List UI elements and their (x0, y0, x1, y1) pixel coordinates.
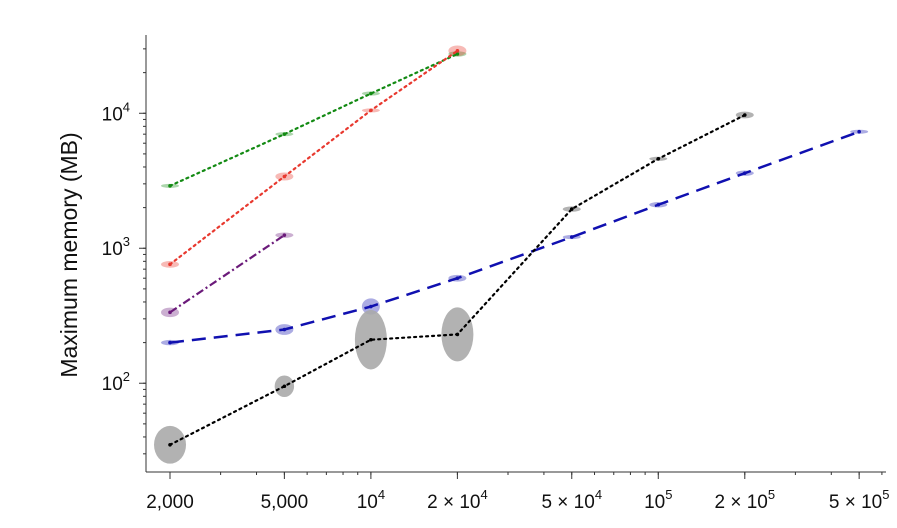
x-tick-label: 5,000 (261, 492, 309, 513)
data-point (569, 207, 574, 211)
data-point (168, 310, 172, 315)
series-line-1 (168, 49, 459, 266)
series-line-3 (169, 130, 860, 344)
data-point (369, 337, 373, 342)
series-line-2 (169, 234, 285, 314)
data-point (455, 49, 460, 53)
data-point (282, 233, 287, 237)
data-point (282, 174, 287, 179)
data-point (282, 384, 287, 389)
data-point (369, 108, 373, 113)
series-layer (168, 49, 861, 447)
data-point (742, 171, 747, 175)
axes: 2,000 5,000 104 2 × 104 5 × 104 105 2 × 105 5 ×… (102, 35, 890, 513)
x-tick-label: 2 × 104 (427, 487, 488, 513)
data-point (656, 202, 661, 207)
x-tick-label: 5 × 105 (829, 487, 890, 513)
data-point (455, 52, 460, 56)
x-tick-label: 5 × 104 (541, 487, 602, 513)
data-point (857, 129, 861, 134)
series-line-0 (168, 52, 459, 187)
data-point (168, 340, 172, 345)
data-point (455, 332, 460, 337)
data-point (168, 442, 172, 447)
y-tick-label: 104 (102, 99, 130, 125)
y-tick-label: 102 (102, 369, 130, 395)
data-point (168, 262, 172, 267)
data-point (742, 113, 747, 117)
data-point (656, 156, 661, 161)
data-point (369, 304, 373, 309)
x-tick-label: 105 (644, 487, 672, 513)
x-tick-label: 2,000 (146, 492, 194, 513)
data-point (455, 276, 460, 280)
data-point (282, 327, 287, 332)
y-axis-title: Maximum memory (MB) (56, 132, 82, 377)
data-point (369, 91, 373, 96)
data-point (168, 184, 172, 188)
y-tick-label: 103 (102, 234, 130, 260)
x-tick-label: 2 × 105 (714, 487, 775, 513)
data-point (282, 132, 287, 136)
x-tick-label: 104 (357, 487, 385, 513)
violin-layer (154, 45, 869, 464)
data-point (569, 235, 574, 239)
